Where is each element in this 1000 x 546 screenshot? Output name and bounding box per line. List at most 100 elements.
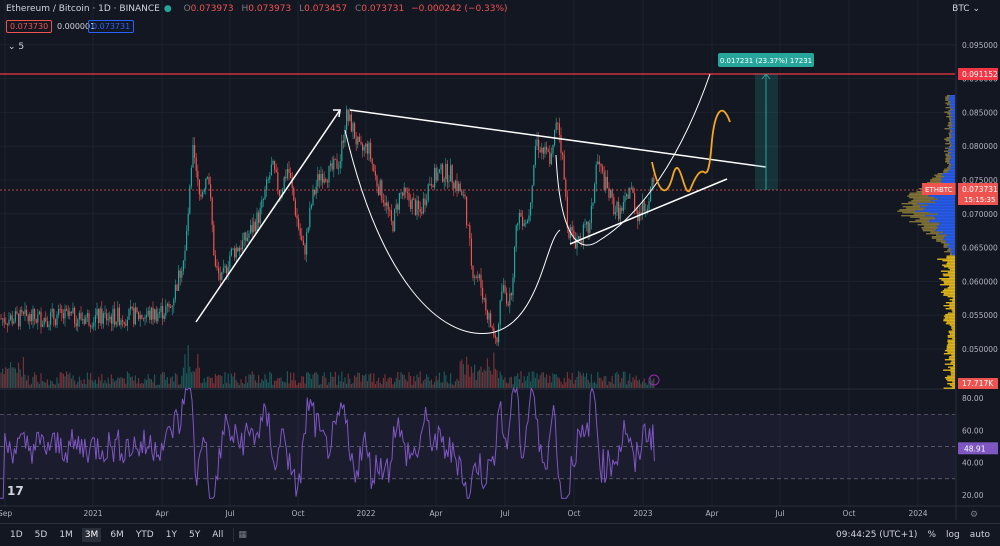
sell-button[interactable]: 0.073730 <box>6 20 53 33</box>
profile-bar-down <box>947 366 952 368</box>
profile-bar-down <box>902 206 921 208</box>
timeframe-all[interactable]: All <box>212 530 224 540</box>
profile-bar-up <box>949 107 955 109</box>
profile-bar-down <box>948 164 952 166</box>
candle-body <box>203 189 205 192</box>
profile-bar-up <box>951 134 955 136</box>
candle-body <box>504 285 506 293</box>
volume-bar <box>320 383 322 388</box>
indicators-toggle[interactable]: ⌄ 5 <box>8 42 25 52</box>
profile-bar-up <box>951 312 955 314</box>
buy-button[interactable]: 0.073731 <box>88 20 135 33</box>
volume-bar <box>229 383 231 388</box>
candle-body <box>379 180 381 195</box>
profile-bar-down <box>941 279 947 281</box>
timeframe-1y[interactable]: 1Y <box>165 530 177 540</box>
volume-bar <box>301 376 303 388</box>
candle-body <box>624 196 626 203</box>
candle-body <box>229 255 231 268</box>
profile-bar-up <box>953 381 955 383</box>
candle-body <box>546 146 548 151</box>
volume-bar <box>354 375 356 388</box>
volume-bar <box>240 379 242 388</box>
volume-bar <box>152 382 154 388</box>
date-range-icon[interactable]: ▦ <box>238 530 247 540</box>
volume-bar <box>406 381 408 388</box>
currency-select[interactable]: BTC ⌄ <box>952 4 980 14</box>
volume-bar <box>299 382 301 388</box>
volume-bar <box>370 373 372 388</box>
profile-bar-up <box>948 170 955 172</box>
candle-body <box>170 307 172 308</box>
profile-bar-down <box>950 372 953 374</box>
timeframe-1m[interactable]: 1M <box>59 530 73 540</box>
volume-bar <box>80 380 82 388</box>
profile-bar-up <box>951 383 955 385</box>
candle-body <box>83 319 85 325</box>
volume-bar <box>43 381 45 388</box>
volume-bar <box>363 375 365 388</box>
timeframe-ytd[interactable]: YTD <box>135 530 154 540</box>
volume-bar <box>226 383 228 388</box>
timeframe-6m[interactable]: 6M <box>110 530 124 540</box>
arrow-head-icon <box>333 109 341 118</box>
volume-bar <box>502 379 504 388</box>
profile-bar-up <box>951 116 955 118</box>
candle-body <box>427 184 429 201</box>
percent-toggle[interactable]: % <box>927 530 936 540</box>
volume-bar <box>450 373 452 388</box>
clock-display[interactable]: 09:44:25 (UTC+1) <box>836 530 918 540</box>
candle-body <box>94 315 96 323</box>
profile-bar-down <box>945 314 950 316</box>
profile-bar-down <box>951 326 954 328</box>
candle-body <box>605 176 607 190</box>
profile-bar-up <box>938 213 955 215</box>
candle-body <box>24 309 26 314</box>
profile-bar-down <box>951 309 953 311</box>
volume-bar <box>90 373 92 388</box>
volume-bar <box>285 382 287 388</box>
volume-bar <box>75 384 77 388</box>
time-tick-label: 2022 <box>356 509 375 518</box>
volume-bar <box>597 372 599 388</box>
symbol-title[interactable]: Ethereum / Bitcoin · 1D · BINANCE <box>6 4 160 14</box>
candle-body <box>480 274 482 288</box>
auto-toggle[interactable]: auto <box>969 530 990 540</box>
profile-bar-down <box>947 125 951 127</box>
profile-bar-down <box>948 141 952 143</box>
candle-body <box>488 313 490 320</box>
candle-body <box>357 136 359 145</box>
profile-bar-down <box>943 293 949 295</box>
profile-bar-down <box>927 182 942 184</box>
profile-bar-up <box>952 123 955 125</box>
volume-bar <box>35 375 37 388</box>
timeframe-1d[interactable]: 1D <box>10 530 23 540</box>
profile-bar-down <box>943 266 950 268</box>
log-toggle[interactable]: log <box>946 530 960 540</box>
profile-bar-up <box>925 215 955 217</box>
profile-bar-down <box>930 179 942 181</box>
volume-bar <box>278 378 280 388</box>
profile-bar-down <box>910 216 935 218</box>
profile-bar-down <box>948 330 952 332</box>
candle-body <box>403 187 405 196</box>
profile-bar-up <box>953 297 955 299</box>
volume-bar <box>157 384 159 388</box>
candle-body <box>602 166 604 172</box>
timeframe-5y[interactable]: 5Y <box>188 530 201 540</box>
candle-body <box>141 315 143 319</box>
candle-body <box>642 200 644 215</box>
volume-bar <box>557 377 559 388</box>
profile-bar-up <box>944 176 955 178</box>
time-tick-label: 2023 <box>633 509 652 518</box>
timeframe-3m[interactable]: 3M <box>81 528 102 542</box>
volume-bar <box>142 383 144 388</box>
volume-bar <box>474 364 476 388</box>
volume-bar <box>144 378 146 388</box>
profile-bar-up <box>952 131 955 133</box>
candle-body <box>645 210 647 212</box>
candle-body <box>107 319 109 321</box>
timeframe-5d[interactable]: 5D <box>34 530 48 540</box>
volume-bar <box>603 376 605 388</box>
